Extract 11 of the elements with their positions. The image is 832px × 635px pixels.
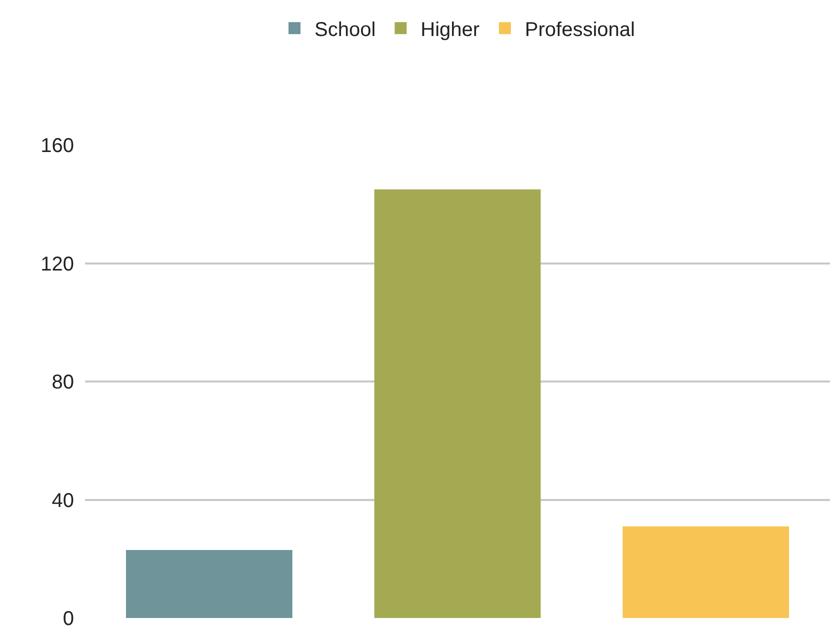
legend-label: School <box>314 18 376 41</box>
bar <box>622 526 790 618</box>
y-tick-label: 80 <box>52 372 74 394</box>
y-tick-label: 160 <box>40 135 74 157</box>
legend-label: Higher <box>420 18 480 41</box>
y-tick-label: 0 <box>62 608 74 630</box>
bar <box>374 189 541 618</box>
y-tick-label: 120 <box>40 253 74 276</box>
legend-label: Professional <box>524 18 635 41</box>
y-tick-label: 40 <box>52 490 74 512</box>
bar <box>126 550 292 618</box>
